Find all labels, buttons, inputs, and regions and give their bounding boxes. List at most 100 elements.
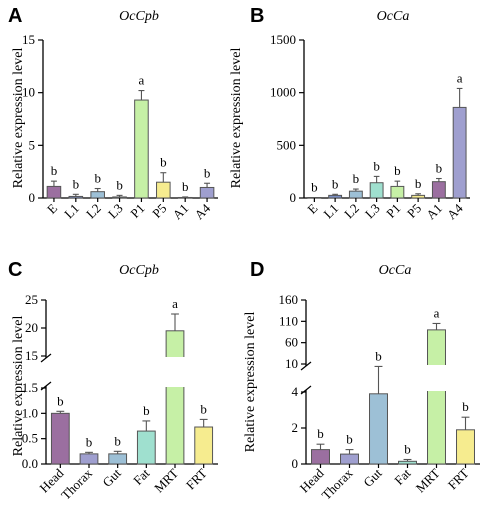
y-axis-label: Relative expression level xyxy=(11,316,26,457)
bar-e xyxy=(46,185,62,199)
y-tick-label: 0 xyxy=(292,456,299,471)
significance-label: b xyxy=(394,163,401,178)
significance-label: b xyxy=(373,158,380,173)
panel-label-D: D xyxy=(250,259,264,281)
y-tick-label: 15 xyxy=(22,32,35,47)
significance-label: b xyxy=(404,442,411,457)
y-tick-label: 4 xyxy=(292,384,299,399)
significance-label: b xyxy=(57,393,64,408)
x-tick-label: L2 xyxy=(341,201,362,222)
x-tick-label: Gut xyxy=(99,465,124,490)
significance-label: b xyxy=(200,401,207,416)
axis-break-mark xyxy=(40,381,52,391)
significance-label: b xyxy=(114,433,121,448)
x-tick-label: Thorax xyxy=(58,465,96,503)
x-tick-label: L2 xyxy=(83,201,104,222)
y-tick-label: 15 xyxy=(25,348,38,363)
panel-title: OcCa xyxy=(377,9,410,24)
bar-head xyxy=(50,412,70,465)
panel-B: B OcCa Relative expression level 0 500 1000 15… xyxy=(229,5,470,222)
significance-label: b xyxy=(332,176,339,191)
panel-label-A: A xyxy=(8,5,22,27)
y-tick-label: 25 xyxy=(25,292,38,307)
axis-break-mark xyxy=(300,361,312,371)
bar-head xyxy=(311,449,330,465)
y-tick-label: 1.0 xyxy=(22,405,38,420)
y-tick-label: 500 xyxy=(277,137,297,152)
significance-label: a xyxy=(457,70,463,85)
x-tick-label: L1 xyxy=(61,201,82,222)
bar-l3 xyxy=(112,196,127,199)
bar-gut xyxy=(369,393,388,465)
y-tick-label: 0 xyxy=(290,190,297,205)
bar-l1 xyxy=(68,195,84,199)
y-tick-label: 0.0 xyxy=(22,456,38,471)
panel-label-B: B xyxy=(250,5,264,27)
axis-break-mark xyxy=(300,385,312,395)
x-tick-label: A4 xyxy=(191,200,213,222)
bar-p1 xyxy=(390,185,405,199)
bar-p5 xyxy=(156,181,171,199)
bar-gut xyxy=(108,453,128,465)
significance-label: b xyxy=(375,348,382,363)
y-axis-label: Relative expression level xyxy=(243,312,258,453)
bar-break-gap xyxy=(426,365,447,391)
panel-title: OcCpb xyxy=(119,263,159,278)
significance-label: b xyxy=(346,432,353,447)
y-tick-label: 0 xyxy=(29,190,36,205)
significance-label: a xyxy=(139,73,145,88)
y-tick-label: 2 xyxy=(292,420,299,435)
y-tick-label: 110 xyxy=(279,313,298,328)
x-tick-label: P1 xyxy=(127,201,147,221)
significance-label: a xyxy=(172,296,178,311)
y-tick-label: 5 xyxy=(29,137,36,152)
panel-label-C: C xyxy=(8,259,22,281)
bar-break-gap xyxy=(165,357,185,387)
significance-label: b xyxy=(436,161,443,176)
x-tick-label: A1 xyxy=(423,201,445,223)
x-tick-label: L1 xyxy=(320,201,341,222)
bar-frt xyxy=(194,426,214,465)
y-axis-label: Relative expression level xyxy=(229,48,244,189)
panel-title: OcCa xyxy=(379,263,412,278)
significance-label: b xyxy=(204,165,211,180)
y-tick-label: 1000 xyxy=(270,85,296,100)
x-tick-label: A1 xyxy=(169,201,191,223)
x-tick-label: Fat xyxy=(391,465,414,488)
bar-fat xyxy=(398,460,417,465)
x-tick-label: P1 xyxy=(383,201,403,221)
axis-break-mark xyxy=(40,353,52,363)
y-axis-label: Relative expression level xyxy=(11,48,26,189)
x-tick-label: Gut xyxy=(360,465,385,490)
x-tick-label: FRT xyxy=(445,465,472,492)
significance-label: b xyxy=(353,171,360,186)
bar-a4 xyxy=(199,186,215,199)
x-tick-label: MRT xyxy=(413,465,443,495)
significance-label: b xyxy=(51,163,58,178)
x-tick-label: E xyxy=(44,200,60,216)
bar-fat xyxy=(136,430,156,465)
y-tick-label: 10 xyxy=(22,85,35,100)
y-tick-label: 10 xyxy=(285,356,298,371)
bar-l3 xyxy=(369,182,384,199)
bar-thorax xyxy=(79,453,99,465)
y-tick-label: 60 xyxy=(285,335,298,350)
bar-l2 xyxy=(90,191,105,199)
x-tick-label: A4 xyxy=(444,200,466,222)
significance-label: b xyxy=(182,179,189,194)
bar-p5 xyxy=(411,194,426,199)
bar-p1 xyxy=(134,99,149,199)
bar-mrt xyxy=(427,329,446,465)
bar-thorax xyxy=(340,453,359,465)
x-tick-label: P5 xyxy=(404,201,424,221)
x-tick-label: L3 xyxy=(362,201,383,222)
bar-frt xyxy=(456,429,475,465)
significance-label: b xyxy=(86,434,93,449)
y-tick-label: 20 xyxy=(25,320,38,335)
significance-label: b xyxy=(415,176,422,191)
x-tick-label: FRT xyxy=(183,465,210,492)
significance-label: b xyxy=(462,399,469,414)
significance-label: b xyxy=(73,176,80,191)
